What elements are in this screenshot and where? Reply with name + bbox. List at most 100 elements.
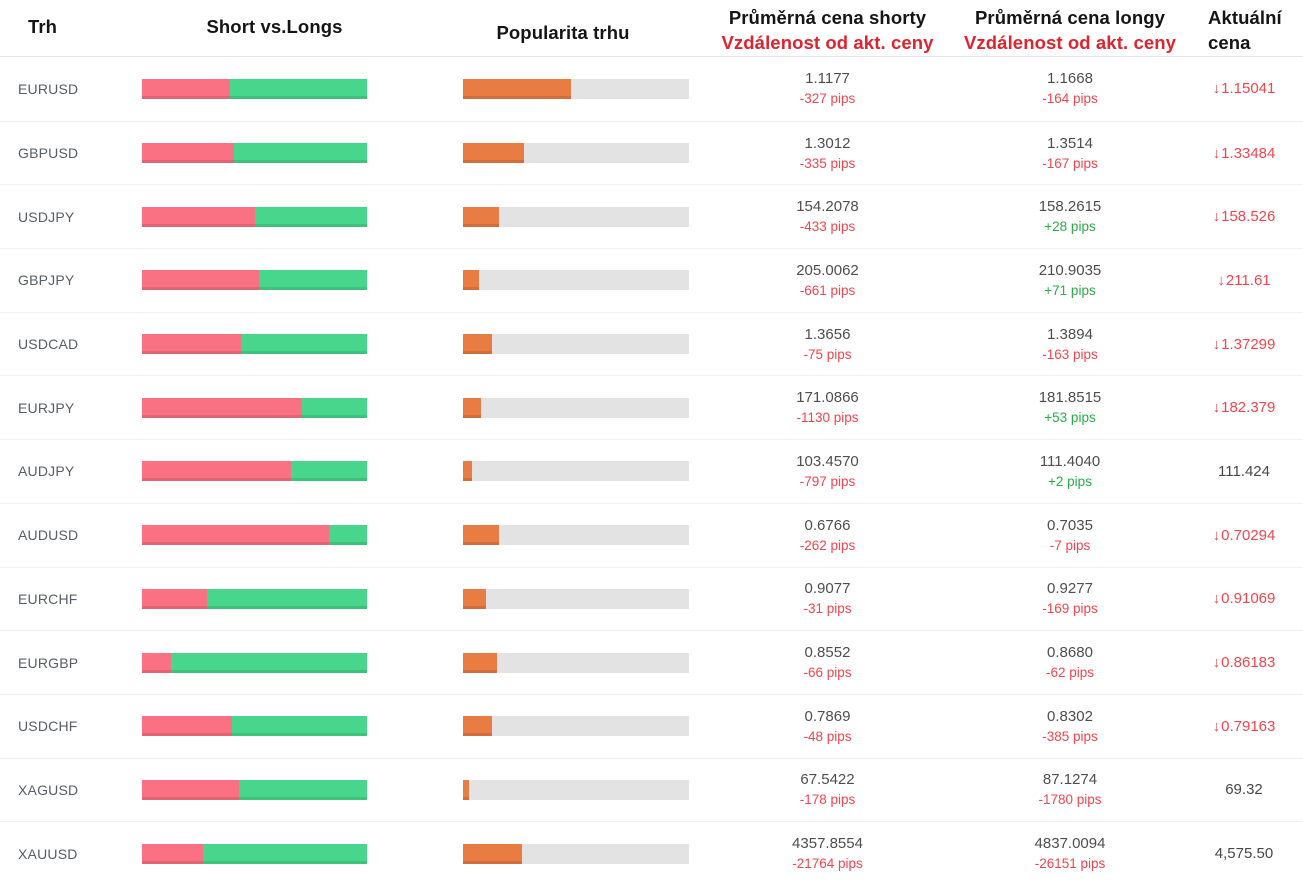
current-price-value: 158.526 bbox=[1221, 208, 1276, 226]
table-row: EURUSD 1.1177 -327 pips 1.1668 -164 pips… bbox=[0, 57, 1303, 121]
popularity-bar bbox=[463, 143, 689, 164]
long-bar-segment bbox=[171, 652, 367, 673]
short-vs-long-bar bbox=[142, 143, 367, 164]
short-bar-segment bbox=[142, 461, 291, 482]
long-bar-segment bbox=[241, 334, 367, 355]
long-bar-segment bbox=[238, 779, 367, 800]
popularity-bar-fill bbox=[463, 270, 479, 291]
avg-long-cell: 1.3894 -163 pips bbox=[955, 324, 1185, 365]
avg-short-price: 0.8552 bbox=[804, 644, 851, 662]
popularity-bar bbox=[463, 525, 689, 546]
popularity-bar-fill bbox=[463, 397, 482, 418]
current-price-value: 0.86183 bbox=[1221, 654, 1276, 672]
current-price-value: 69.32 bbox=[1225, 781, 1263, 799]
avg-long-price: 0.8680 bbox=[1047, 644, 1093, 662]
avg-short-price: 0.6766 bbox=[804, 516, 851, 534]
current-price: ↓0.79163 bbox=[1185, 718, 1303, 735]
avg-short-price: 0.7869 bbox=[804, 707, 851, 725]
avg-long-price: 1.1668 bbox=[1047, 70, 1093, 88]
avg-long-cell: 111.4040 +2 pips bbox=[955, 451, 1185, 492]
avg-long-price: 210.9035 bbox=[1038, 261, 1102, 279]
long-distance-pips: -163 pips bbox=[1042, 346, 1098, 362]
avg-long-price: 0.7035 bbox=[1047, 516, 1093, 534]
popularity-bar bbox=[463, 78, 689, 99]
avg-short-cell: 205.0062 -661 pips bbox=[700, 260, 955, 301]
market-label: AUDJPY bbox=[18, 463, 75, 480]
popularity-bar bbox=[463, 588, 689, 609]
market-label: USDJPY bbox=[18, 208, 75, 225]
popularity-bar bbox=[463, 334, 689, 355]
short-vs-long-bar bbox=[142, 588, 367, 609]
avg-short-cell: 0.6766 -262 pips bbox=[700, 515, 955, 556]
current-price: ↓4,575.50 bbox=[1185, 845, 1303, 862]
column-header-current-price: Aktuální cena bbox=[1185, 0, 1303, 56]
short-vs-long-bar bbox=[142, 779, 367, 800]
long-distance-pips: +2 pips bbox=[1048, 473, 1092, 489]
down-arrow-icon: ↓ bbox=[1212, 526, 1221, 544]
long-distance-pips: -62 pips bbox=[1045, 665, 1095, 681]
avg-short-price: 0.9077 bbox=[804, 580, 851, 598]
long-bar-segment bbox=[290, 461, 367, 482]
avg-long-cell: 181.8515 +53 pips bbox=[955, 387, 1185, 428]
table-header: Trh Short vs.Longs Popularita trhu Průmě… bbox=[0, 0, 1303, 57]
short-bar-segment bbox=[142, 270, 259, 291]
avg-long-cell: 4837.0094 -26151 pips bbox=[955, 833, 1185, 874]
table-row: EURCHF 0.9077 -31 pips 0.9277 -169 pips … bbox=[0, 566, 1303, 631]
table-row: EURJPY 171.0866 -1130 pips 181.8515 +53 … bbox=[0, 375, 1303, 439]
avg-long-subtitle: Vzdálenost od akt. ceny bbox=[963, 32, 1177, 53]
avg-long-cell: 158.2615 +28 pips bbox=[955, 196, 1185, 237]
current-price-value: 1.33484 bbox=[1221, 144, 1276, 162]
short-distance-pips: -66 pips bbox=[803, 665, 852, 681]
short-bar-segment bbox=[142, 525, 329, 546]
current-price-value: 0.91069 bbox=[1221, 590, 1276, 608]
column-header-market: Trh bbox=[28, 16, 58, 37]
long-distance-pips: -26151 pips bbox=[1034, 856, 1106, 872]
short-distance-pips: -262 pips bbox=[799, 537, 856, 553]
current-price-value: 0.79163 bbox=[1221, 717, 1276, 735]
short-distance-pips: -433 pips bbox=[799, 219, 856, 235]
table-row: GBPJPY 205.0062 -661 pips 210.9035 +71 p… bbox=[0, 248, 1303, 312]
popularity-bar-fill bbox=[463, 334, 493, 355]
short-bar-segment bbox=[142, 334, 241, 355]
table-row: USDCHF 0.7869 -48 pips 0.8302 -385 pips … bbox=[0, 693, 1303, 758]
avg-long-cell: 1.1668 -164 pips bbox=[955, 68, 1185, 109]
current-price-value: 1.15041 bbox=[1221, 80, 1276, 98]
short-bar-segment bbox=[142, 143, 235, 164]
avg-short-price: 103.4570 bbox=[796, 452, 859, 470]
table-row: USDJPY 154.2078 -433 pips 158.2615 +28 p… bbox=[0, 184, 1303, 248]
short-bar-segment bbox=[142, 843, 203, 864]
down-arrow-icon: ↓ bbox=[1212, 399, 1221, 417]
current-price: ↓1.33484 bbox=[1185, 145, 1303, 162]
popularity-bar-fill bbox=[463, 143, 525, 164]
down-arrow-icon: ↓ bbox=[1212, 208, 1221, 226]
current-price-value: 4,575.50 bbox=[1214, 845, 1274, 863]
avg-short-price: 4357.8554 bbox=[792, 835, 863, 853]
current-price: ↓0.70294 bbox=[1185, 527, 1303, 544]
current-price-title-line2: cena bbox=[1208, 32, 1251, 53]
current-price: ↓111.424 bbox=[1185, 463, 1303, 480]
avg-short-cell: 4357.8554 -21764 pips bbox=[700, 833, 955, 874]
short-distance-pips: -797 pips bbox=[799, 473, 856, 489]
avg-long-cell: 0.7035 -7 pips bbox=[955, 515, 1185, 556]
market-label: XAUUSD bbox=[18, 845, 78, 862]
short-vs-long-bar bbox=[142, 461, 367, 482]
avg-long-cell: 0.9277 -169 pips bbox=[955, 578, 1185, 619]
short-vs-long-bar bbox=[142, 716, 367, 737]
avg-short-cell: 67.5422 -178 pips bbox=[700, 769, 955, 810]
down-arrow-icon: ↓ bbox=[1212, 144, 1221, 162]
popularity-bar bbox=[463, 461, 689, 482]
popularity-bar-fill bbox=[463, 78, 572, 99]
popularity-bar-fill bbox=[463, 525, 500, 546]
avg-short-price: 205.0062 bbox=[796, 261, 859, 279]
long-distance-pips: -169 pips bbox=[1042, 601, 1098, 617]
long-distance-pips: +28 pips bbox=[1044, 219, 1096, 235]
column-header-popularity: Popularita trhu bbox=[496, 22, 630, 43]
long-distance-pips: +53 pips bbox=[1044, 410, 1096, 426]
short-distance-pips: -48 pips bbox=[803, 728, 852, 744]
avg-long-cell: 0.8680 -62 pips bbox=[955, 642, 1185, 683]
long-bar-segment bbox=[254, 206, 367, 227]
short-vs-long-bar bbox=[142, 270, 367, 291]
table-row: AUDUSD 0.6766 -262 pips 0.7035 -7 pips ↓… bbox=[0, 502, 1303, 567]
long-bar-segment bbox=[229, 78, 367, 99]
avg-short-price: 171.0866 bbox=[796, 389, 859, 407]
